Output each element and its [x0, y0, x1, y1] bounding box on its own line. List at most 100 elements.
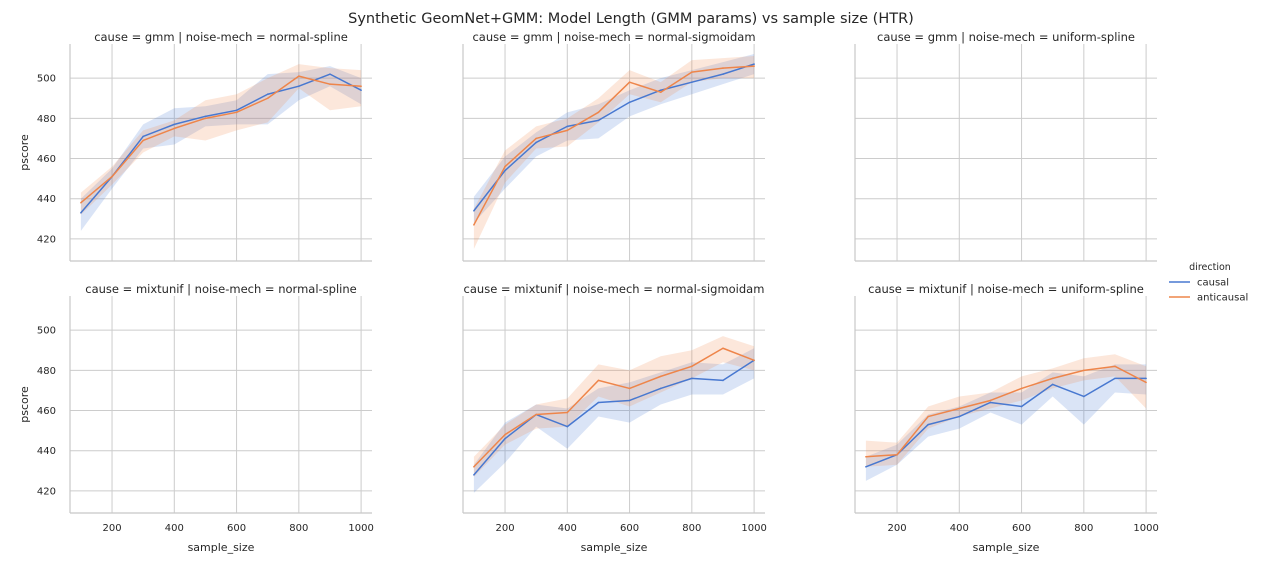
series-line-anticausal: [473, 347, 755, 468]
data-point-anticausal: [659, 91, 662, 94]
x-tick-label: 400: [165, 523, 184, 534]
data-point-anticausal: [1083, 369, 1085, 372]
data-point-causal: [80, 211, 82, 214]
x-tick-label: 800: [1074, 523, 1093, 534]
data-point-causal: [535, 141, 537, 144]
y-tick-label: 420: [37, 486, 56, 497]
x-axis-label: sample_size: [188, 541, 255, 554]
x-axis-label: sample_size: [973, 541, 1040, 554]
data-point-anticausal: [597, 111, 600, 114]
panel-2: cause = gmm | noise-mech = normal-sigmoi…: [462, 30, 765, 262]
panel-title: cause = mixtunif | noise-mech = normal-s…: [85, 282, 356, 296]
series-line-causal: [865, 377, 1147, 468]
data-point-anticausal: [535, 137, 537, 140]
data-point-anticausal: [504, 433, 506, 436]
data-point-causal: [473, 209, 475, 212]
panel-grid: cause = gmm | noise-mech = normal-spline…: [18, 30, 1159, 554]
y-tick-label: 460: [37, 406, 56, 417]
series-line-anticausal: [473, 65, 755, 226]
data-point-causal: [473, 474, 475, 476]
panel-1: cause = gmm | noise-mech = normal-spline…: [18, 30, 372, 262]
data-point-anticausal: [329, 83, 331, 85]
data-point-anticausal: [722, 347, 724, 350]
series-line-causal: [473, 63, 755, 212]
data-point-anticausal: [1145, 381, 1147, 384]
data-point-anticausal: [958, 407, 961, 410]
data-point-causal: [659, 387, 662, 390]
data-point-anticausal: [753, 359, 755, 362]
panel-3: cause = gmm | noise-mech = uniform-splin…: [854, 30, 1157, 262]
data-point-anticausal: [1020, 387, 1023, 390]
y-tick-label: 480: [37, 366, 56, 377]
data-point-causal: [722, 379, 724, 382]
data-point-anticausal: [204, 117, 207, 120]
data-point-causal: [298, 85, 300, 87]
series-line-causal: [473, 359, 755, 476]
legend-label-anticausal: anticausal: [1197, 293, 1248, 304]
data-point-causal: [566, 125, 569, 128]
x-tick-label: 600: [620, 523, 639, 534]
data-point-anticausal: [865, 455, 867, 458]
data-point-anticausal: [989, 399, 992, 402]
data-point-anticausal: [173, 127, 176, 130]
data-point-causal: [628, 399, 631, 402]
y-tick-label: 500: [37, 74, 56, 85]
data-point-causal: [235, 109, 238, 112]
x-tick-label: 200: [102, 523, 121, 534]
data-point-anticausal: [896, 453, 898, 456]
legend-label-causal: causal: [1197, 278, 1229, 289]
data-point-anticausal: [535, 413, 537, 416]
y-tick-label: 460: [37, 154, 56, 165]
panel-title: cause = gmm | noise-mech = normal-spline: [94, 30, 348, 44]
x-tick-label: 200: [495, 523, 514, 534]
data-point-causal: [628, 101, 631, 104]
data-point-causal: [504, 437, 506, 440]
data-point-anticausal: [473, 465, 475, 468]
data-point-causal: [597, 401, 600, 404]
data-point-anticausal: [266, 97, 269, 100]
data-point-anticausal: [142, 139, 144, 142]
legend-title: direction: [1189, 262, 1231, 273]
data-point-anticausal: [753, 65, 755, 67]
data-point-causal: [1114, 377, 1116, 380]
x-axis-label: sample_size: [581, 541, 648, 554]
data-point-anticausal: [691, 365, 693, 368]
y-axis-label: pscore: [18, 386, 31, 423]
data-point-causal: [1051, 383, 1054, 386]
data-point-causal: [865, 465, 867, 468]
data-point-anticausal: [111, 175, 113, 178]
panel-title: cause = mixtunif | noise-mech = normal-s…: [464, 282, 765, 296]
data-point-causal: [691, 81, 693, 83]
x-tick-label: 200: [887, 523, 906, 534]
panel-4: cause = mixtunif | noise-mech = normal-s…: [18, 282, 374, 554]
x-tick-label: 600: [1012, 523, 1031, 534]
y-tick-label: 500: [37, 326, 56, 337]
data-point-causal: [173, 123, 176, 126]
figure-title: Synthetic GeomNet+GMM: Model Length (GMM…: [348, 11, 914, 27]
data-point-causal: [927, 423, 929, 426]
y-axis-label: pscore: [18, 134, 31, 171]
ci-band-anticausal: [80, 64, 362, 215]
data-point-anticausal: [722, 67, 724, 69]
x-tick-label: 800: [682, 523, 701, 534]
data-point-anticausal: [1051, 377, 1054, 380]
data-point-causal: [360, 89, 362, 92]
data-point-causal: [1020, 405, 1023, 408]
data-point-anticausal: [628, 387, 631, 390]
data-point-causal: [691, 377, 693, 380]
data-point-causal: [566, 425, 569, 428]
series-line-anticausal: [80, 75, 362, 204]
x-tick-label: 400: [558, 523, 577, 534]
data-point-causal: [597, 119, 600, 122]
x-tick-label: 1000: [348, 523, 373, 534]
data-point-anticausal: [298, 75, 300, 77]
ci-band-causal: [865, 364, 1147, 481]
ci-band-causal: [473, 54, 755, 223]
data-point-causal: [504, 169, 506, 172]
panel-title: cause = gmm | noise-mech = normal-sigmoi…: [472, 30, 755, 44]
panel-title: cause = gmm | noise-mech = uniform-splin…: [877, 30, 1135, 44]
data-point-anticausal: [628, 81, 631, 83]
data-point-causal: [659, 89, 662, 92]
data-point-causal: [1083, 395, 1085, 398]
